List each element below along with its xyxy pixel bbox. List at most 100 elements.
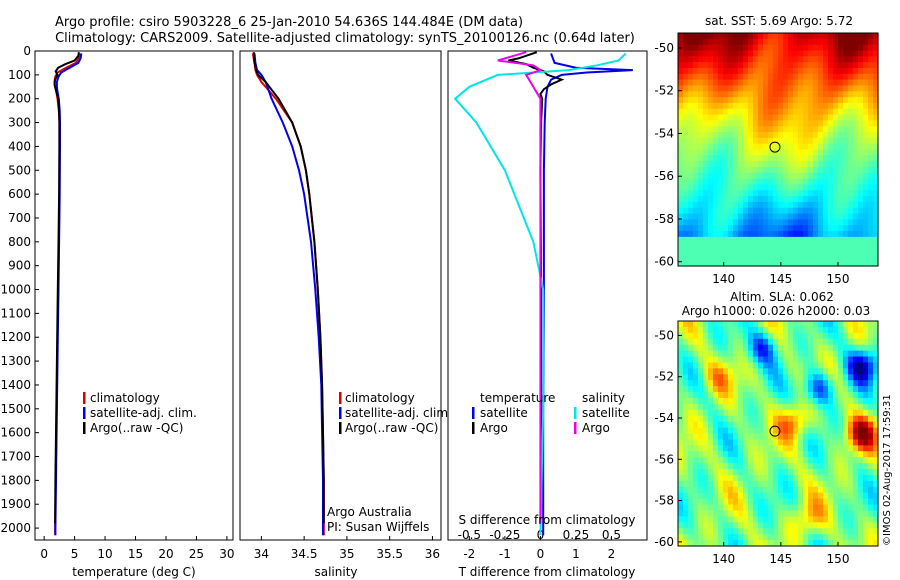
heatmap-cell — [823, 516, 829, 523]
heatmap-cell — [858, 344, 864, 352]
heatmap-cell — [788, 528, 794, 535]
heatmap-cell — [758, 102, 764, 110]
heatmap-cell — [713, 132, 719, 139]
heatmap-cell — [828, 463, 834, 470]
heatmap-cell — [723, 498, 729, 506]
heatmap-cell — [678, 427, 684, 435]
heatmap-cell — [788, 207, 794, 215]
heatmap-cell — [758, 415, 764, 423]
heatmap-cell — [853, 67, 859, 75]
heatmap-cell — [833, 474, 839, 482]
heatmap-cell — [798, 178, 804, 186]
heatmap-cell — [868, 132, 874, 139]
heatmap-cell — [768, 102, 774, 110]
heatmap-cell — [738, 120, 744, 127]
heatmap-cell — [863, 362, 869, 369]
depth-tick-label: 300 — [8, 116, 31, 130]
heatmap-cell — [863, 421, 869, 429]
heatmap-cell — [838, 73, 844, 81]
heatmap-cell — [833, 403, 839, 411]
heatmap-cell — [873, 421, 879, 429]
heatmap-cell — [778, 332, 784, 340]
heatmap-cell — [678, 166, 684, 174]
heatmap-cell — [713, 540, 719, 547]
heatmap-cell — [728, 56, 734, 63]
heatmap-cell — [868, 143, 874, 151]
heatmap-cell — [808, 480, 814, 488]
heatmap-cell — [853, 409, 859, 417]
heatmap-cell — [688, 225, 694, 232]
heatmap-cell — [683, 254, 689, 261]
heatmap-cell — [678, 368, 684, 375]
heatmap-cell — [728, 108, 734, 116]
heatmap-cell — [833, 184, 839, 191]
heatmap-cell — [733, 38, 739, 46]
heatmap-cell — [843, 166, 849, 174]
heatmap-cell — [823, 213, 829, 220]
heatmap-cell — [818, 510, 824, 517]
heatmap-cell — [828, 225, 834, 232]
heatmap-cell — [858, 149, 864, 156]
heatmap-cell — [728, 528, 734, 535]
heatmap-cell — [698, 207, 704, 215]
heatmap-cell — [753, 409, 759, 417]
heatmap-cell — [703, 254, 709, 261]
heatmap-cell — [798, 33, 804, 40]
heatmap-cell — [758, 161, 764, 168]
heatmap-cell — [713, 143, 719, 151]
heatmap-cell — [713, 445, 719, 452]
heatmap-cell — [803, 213, 809, 220]
heatmap-cell — [733, 44, 739, 52]
heatmap-cell — [713, 201, 719, 209]
heatmap-cell — [813, 463, 819, 470]
heatmap-cell — [693, 79, 699, 87]
heatmap-cell — [698, 326, 704, 334]
heatmap-cell — [843, 67, 849, 75]
heatmap-cell — [873, 392, 879, 399]
heatmap-cell — [748, 451, 754, 458]
heatmap-cell — [798, 201, 804, 209]
heatmap-cell — [688, 362, 694, 369]
heatmap-cell — [718, 196, 724, 203]
heatmap-cell — [868, 196, 874, 203]
heatmap-cell — [843, 445, 849, 452]
heatmap-cell — [718, 445, 724, 452]
heatmap-cell — [783, 155, 789, 162]
heatmap-cell — [708, 338, 714, 346]
heatmap-cell — [773, 132, 779, 139]
heatmap-cell — [853, 155, 859, 162]
heatmap-cell — [698, 79, 704, 87]
heatmap-cell — [718, 510, 724, 517]
heatmap-cell — [733, 108, 739, 116]
heatmap-cell — [818, 260, 824, 267]
heatmap-cell — [808, 102, 814, 110]
heatmap-cell — [723, 155, 729, 162]
heatmap-cell — [793, 457, 799, 464]
heatmap-cell — [773, 403, 779, 411]
heatmap-cell — [823, 350, 829, 358]
heatmap-cell — [818, 469, 824, 476]
heatmap-cell — [803, 248, 809, 255]
heatmap-cell — [868, 457, 874, 464]
heatmap-cell — [768, 463, 774, 470]
heatmap-cell — [833, 231, 839, 238]
heatmap-cell — [753, 50, 759, 57]
heatmap-cell — [833, 469, 839, 476]
heatmap-cell — [853, 201, 859, 209]
heatmap-cell — [703, 178, 709, 186]
heatmap-cell — [808, 213, 814, 220]
heatmap-cell — [843, 143, 849, 151]
heatmap-cell — [783, 184, 789, 191]
heatmap-cell — [768, 338, 774, 346]
heatmap-cell — [863, 172, 869, 180]
heatmap-cell — [738, 137, 744, 145]
heatmap-cell — [733, 102, 739, 110]
heatmap-cell — [873, 492, 879, 500]
heatmap-cell — [843, 409, 849, 417]
heatmap-cell — [763, 356, 769, 364]
heatmap-cell — [688, 155, 694, 162]
heatmap-cell — [863, 149, 869, 156]
heatmap-cell — [718, 108, 724, 116]
heatmap-cell — [723, 85, 729, 92]
heatmap-cell — [753, 178, 759, 186]
